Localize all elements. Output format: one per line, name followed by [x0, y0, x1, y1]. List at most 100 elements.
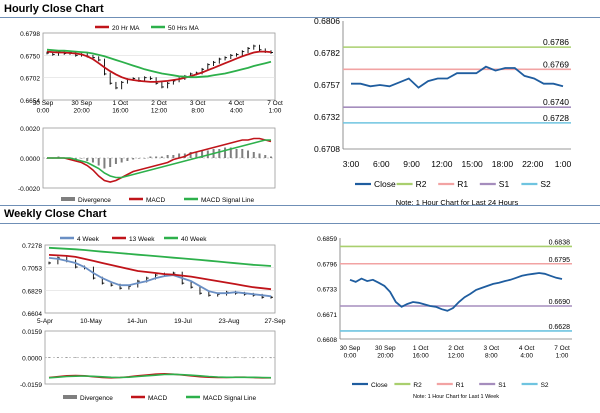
weekly-price-xtick-label: 27-Sep	[265, 318, 286, 325]
hourly-macd-ytick-label: 0.0000	[20, 156, 40, 163]
weekly-1w-xtick-label: 7 Oct 1:00	[554, 345, 570, 360]
weekly-1w-xtick-label: 2 Oct 12:00	[448, 345, 465, 360]
weekly-macd-divergence-bar	[92, 357, 95, 359]
hourly-price-ytick-label: 0.6702	[20, 76, 40, 83]
hourly-24h-level-label-s2: 0.6728	[543, 113, 569, 123]
weekly-macd-divergence-bar	[225, 357, 228, 359]
weekly-price-ytick-label: 0.7053	[22, 266, 42, 273]
weekly-price-series-4-week	[48, 257, 272, 298]
weekly-macd-divergence-bar	[56, 357, 59, 358]
weekly-1w-xtick-label: 30 Sep 0:00	[340, 345, 361, 360]
weekly-macd-divergence-bar	[207, 357, 210, 359]
hourly-macd-series-macd-signal-line	[47, 139, 271, 179]
hourly-24h-xtick-label: 12:00	[431, 159, 453, 169]
weekly-1w-xtick-label: 30 Sep 20:00	[375, 345, 396, 360]
weekly-1w-ytick-label: 0.6733	[317, 287, 337, 294]
hourly-24h-series-close	[351, 65, 564, 89]
weekly-macd-divergence-bar	[101, 357, 104, 359]
weekly-macd-divergence-bar	[216, 357, 219, 359]
weekly-price-xtick-label: 23-Aug	[219, 318, 240, 325]
weekly-price-legend-label-4-week: 4 Week	[77, 236, 100, 243]
hourly-macd-divergence-bar	[258, 153, 261, 158]
weekly-macd-divergence-bar	[181, 357, 184, 359]
hourly-macd-divergence-bar	[97, 158, 100, 166]
hourly-macd-divergence-bar	[235, 149, 238, 158]
weekly-price-xtick-label: 14-Jun	[127, 318, 147, 325]
weekly-macd-divergence-bar	[48, 357, 50, 358]
hourly-24h-level-label-s1: 0.6740	[543, 97, 569, 107]
hourly-24h-xtick-label: 6:00	[373, 159, 390, 169]
hourly-24h-legend-label-close: Close	[374, 179, 396, 189]
weekly-macd-legend-label-macd-signal-line: MACD Signal Line	[203, 395, 256, 402]
hourly-macd-plot: 0.0020 0.0000 -0.0020 Divergence MACD MACD Si…	[18, 126, 276, 204]
hourly-price-xtick-label: 4 Oct 4:00	[229, 100, 245, 115]
hourly-24h-xtick-label: 9:00	[403, 159, 420, 169]
hourly-macd-divergence-bar	[155, 156, 158, 158]
weekly-price-series-40-week	[48, 246, 272, 267]
weekly-macd-divergence-bar	[190, 357, 193, 359]
weekly-price-xtick-label: 5-Apr	[37, 318, 54, 325]
hourly-macd-series-macd	[47, 137, 272, 183]
hourly-price-legend-label-50-hrs-ma: 50 Hrs MA	[168, 25, 199, 32]
hourly-macd-divergence-bar	[166, 155, 169, 158]
weekly-macd-series-macd-signal-line	[48, 373, 272, 379]
hourly-24h-legend-label-s1: S1	[499, 179, 510, 189]
hourly-macd-divergence-bar	[143, 158, 146, 159]
weekly-macd-legend-label-divergence: Divergence	[80, 395, 113, 402]
weekly-macd-legend-label-macd: MACD	[148, 395, 167, 402]
hourly-price-xtick-label: 30 Sep 20:00	[71, 100, 92, 115]
weekly-price-ytick-label: 0.7278	[22, 243, 42, 250]
hourly-macd-divergence-bar	[103, 158, 106, 169]
hourly-24h-xtick-label: 1:00	[555, 159, 572, 169]
weekly-1w-level-label-s2: 0.6628	[549, 324, 571, 331]
weekly-section-rule	[0, 223, 600, 224]
weekly-1w-xtick-label: 3 Oct 8:00	[484, 345, 500, 360]
hourly-price-ytick-label: 0.6798	[20, 31, 40, 38]
hourly-macd-divergence-bar	[218, 149, 221, 158]
hourly-price-xtick-label: 1 Oct 16:00	[112, 100, 129, 115]
weekly-macd-ytick-label: 0.0159	[22, 329, 42, 336]
hourly-macd-divergence-bar	[270, 156, 272, 158]
weekly-macd-divergence-bar	[172, 357, 175, 358]
weekly-macd-divergence-bar	[261, 357, 264, 359]
hourly-macd-divergence-bar	[264, 155, 267, 158]
weekly-price-ytick-label: 0.6604	[22, 311, 42, 318]
weekly-macd-divergence-bar	[252, 357, 255, 359]
weekly-1w-xtick-label: 4 Oct 4:00	[519, 345, 535, 360]
hourly-macd-legend-swatch-divergence	[61, 197, 75, 201]
weekly-1w-level-label-r2: 0.6838	[549, 239, 571, 246]
hourly-macd-divergence-bar	[241, 149, 244, 158]
hourly-macd-divergence-bar	[120, 158, 123, 163]
weekly-1w-xtick-label: 1 Oct 16:00	[413, 345, 430, 360]
weekly-1w-legend-label-close: Close	[371, 382, 388, 389]
weekly-1w-legend-label-s2: S2	[541, 382, 549, 389]
weekly-macd-divergence-bar	[234, 357, 237, 358]
hourly-macd-ytick-label: -0.0020	[18, 186, 40, 193]
weekly-price-ytick-label: 0.6829	[22, 288, 42, 295]
hourly-macd-divergence-bar	[160, 156, 163, 158]
weekly-macd-divergence-bar	[198, 357, 201, 359]
weekly-1w-legend-label-r2: R2	[413, 382, 422, 389]
hourly-price-ytick-label: 0.6750	[20, 53, 40, 60]
weekly-1w-frame	[340, 238, 572, 339]
hourly-macd-divergence-bar	[172, 155, 175, 158]
hourly-24h-note: Note: 1 Hour Chart for Last 24 Hours	[396, 198, 519, 207]
weekly-price-series-13-week	[48, 254, 272, 291]
hourly-24h-legend-label-r2: R2	[416, 179, 427, 189]
hourly-macd-legend-label-divergence: Divergence	[78, 197, 111, 204]
hourly-price-xtick-label: 3 Oct 8:00	[190, 100, 206, 115]
hourly-macd-divergence-bar	[91, 158, 94, 163]
hourly-24h-xtick-label: 22:00	[522, 159, 544, 169]
hourly-price-xtick-label: 7 Oct 1:00	[267, 100, 283, 115]
hourly-macd-divergence-bar	[109, 158, 112, 167]
hourly-macd-legend-label-macd: MACD	[146, 197, 165, 204]
weekly-price-frame	[44, 244, 276, 314]
hourly-24h-legend-label-r1: R1	[457, 179, 468, 189]
hourly-24h-level-label-r2: 0.6786	[543, 37, 569, 47]
weekly-macd-plot: 0.0159 0.0000 -0.0159 Divergence MACD MACD Si…	[20, 329, 276, 402]
weekly-1w-ytick-label: 0.6671	[317, 312, 337, 319]
hourly-macd-divergence-bar	[80, 158, 83, 159]
weekly-macd-divergence-bar	[119, 357, 122, 359]
